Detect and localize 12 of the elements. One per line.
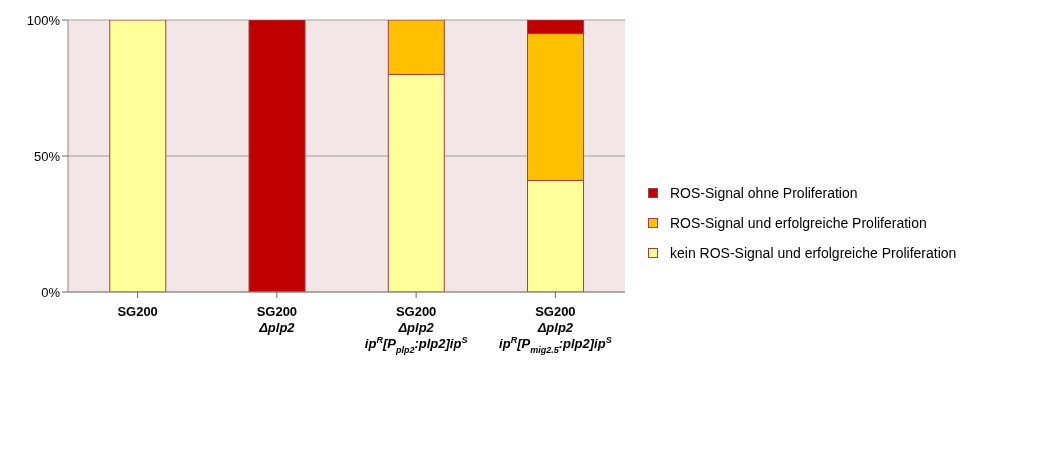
legend-label: ROS-Signal ohne Proliferation (670, 185, 858, 201)
legend-label: ROS-Signal und erfolgreiche Proliferation (670, 215, 927, 231)
x-tick-label: SG200 Δplp2 (256, 304, 298, 335)
x-tick-label: SG200 (117, 304, 158, 319)
category-label: SG200 Δplp2 ip$^{R}$[P$_{plp2}$:plp2]ip$^{S}$ (364, 304, 468, 355)
y-tick-label: 0% (41, 284, 61, 300)
bar (109, 20, 167, 292)
bar (248, 20, 306, 292)
y-tick-label: 50% (33, 148, 61, 164)
legend-label: kein ROS-Signal und erfolgreiche Proliferation (670, 245, 957, 261)
category-label: SG200 Δplp2 ip$^{R}$[P$_{mig2.5}$:plp2]ip$^{S}$ (499, 304, 612, 355)
y-tick-label: 100% (26, 12, 61, 28)
